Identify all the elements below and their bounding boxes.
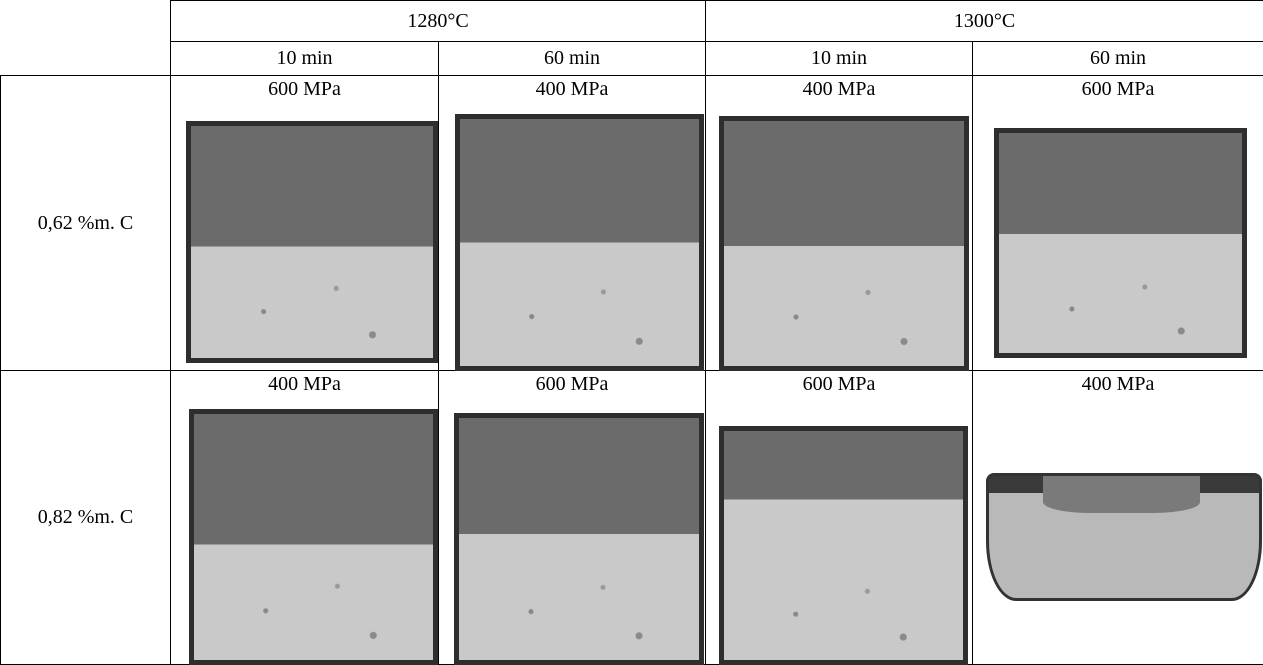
sample-cell: 600 MPa [973, 76, 1263, 371]
sample-cell: 400 MPa [171, 371, 439, 665]
micrograph-part [1043, 476, 1200, 513]
time-header: 10 min [171, 42, 439, 76]
data-row: 0,82 %m. C 400 MPa 600 MPa 600 MPa 400 M… [1, 371, 1263, 665]
temperature-header: 1300°C [706, 1, 1263, 42]
empty-cell [1, 42, 171, 76]
micrograph [454, 413, 704, 665]
micrograph [455, 114, 704, 371]
pressure: 400 MPa [439, 78, 705, 101]
pressure: 600 MPa [439, 373, 705, 396]
sample-cell: 400 MPa [706, 76, 973, 371]
pressure: 400 MPa [171, 373, 438, 396]
pressure: 600 MPa [973, 78, 1263, 101]
micrograph [719, 426, 968, 665]
micrograph [186, 121, 438, 363]
temperature-header: 1280°C [171, 1, 706, 42]
pressure: 400 MPa [973, 373, 1263, 396]
time-header: 60 min [439, 42, 706, 76]
sample-cell: 600 MPa [171, 76, 439, 371]
pressure: 600 MPa [171, 78, 438, 101]
row-label: 0,62 %m. C [1, 76, 171, 371]
micrograph [189, 409, 438, 665]
micrograph [986, 473, 1262, 601]
sample-cell: 400 MPa [973, 371, 1263, 665]
micrograph [719, 116, 969, 371]
pressure: 600 MPa [706, 373, 972, 396]
micrograph [994, 128, 1247, 358]
sample-cell: 600 MPa [706, 371, 973, 665]
pressure: 400 MPa [706, 78, 972, 101]
sample-cell: 400 MPa [439, 76, 706, 371]
time-header: 10 min [706, 42, 973, 76]
row-label: 0,82 %m. C [1, 371, 171, 665]
sample-cell: 600 MPa [439, 371, 706, 665]
empty-cell [1, 1, 171, 42]
time-header: 60 min [973, 42, 1263, 76]
data-row: 0,62 %m. C 600 MPa 400 MPa 400 MPa 600 M… [1, 76, 1263, 371]
header-row: 10 min 60 min 10 min 60 min [1, 42, 1263, 76]
header-row: 1280°C 1300°C [1, 1, 1263, 42]
